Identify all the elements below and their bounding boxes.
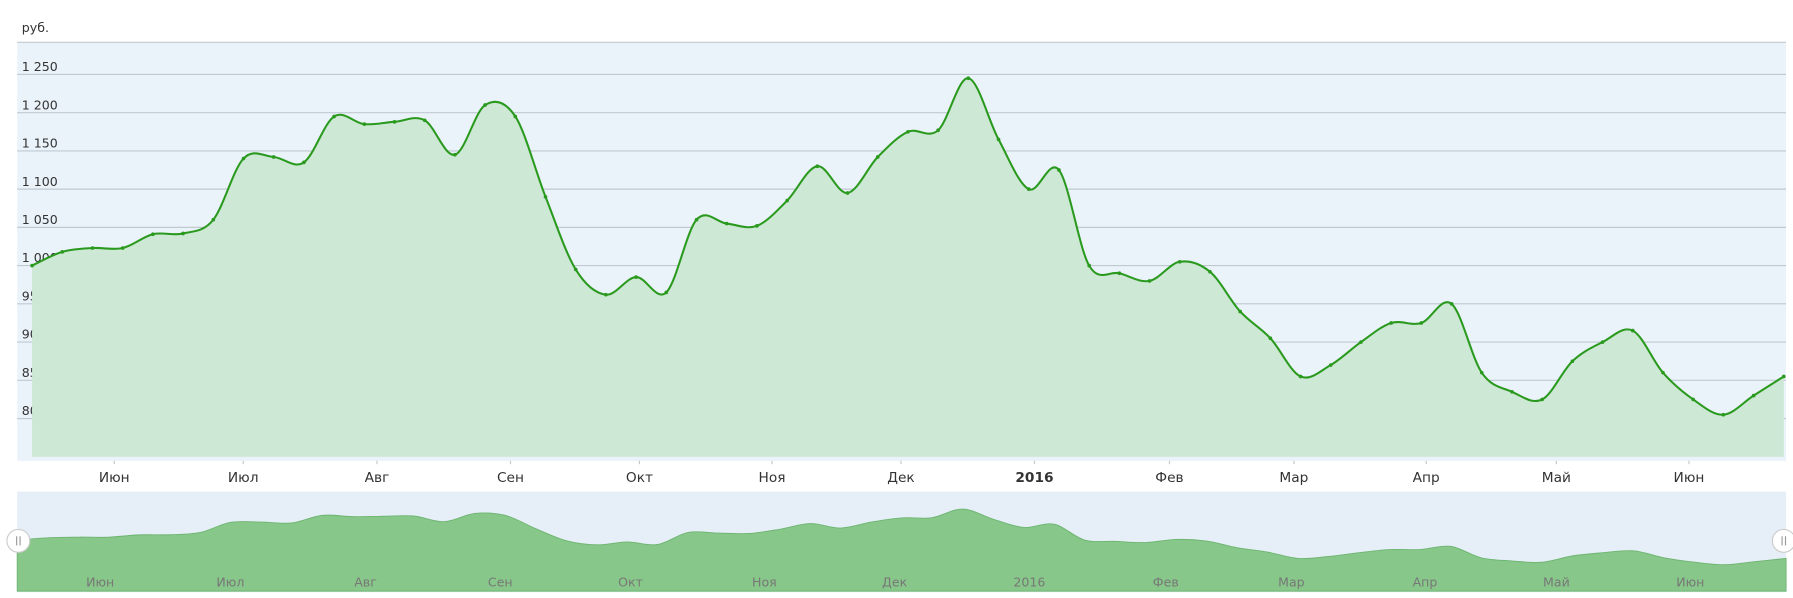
x-tick-label: Ноя [759,470,786,486]
x-tick-label: Июн [99,470,130,486]
navigator-area [16,508,1787,592]
point [1328,363,1333,367]
point [332,114,336,119]
point [724,221,729,226]
navigator: Июн Июл Авг Сен Окт Ноя Дек 2016 Фев Мар Апр Май Июн [6,508,1793,592]
point [1177,259,1182,264]
point [604,292,608,297]
y-tick-label: 1 050 [22,212,58,227]
point [1479,370,1484,375]
point [151,232,155,237]
navigator-tick-label: Июл [216,575,244,590]
point [1268,336,1273,341]
point [815,164,820,169]
point [422,118,427,123]
y-tick-label: 1 200 [22,97,58,112]
navigator-tick-label: Дек [882,575,908,590]
point [694,217,699,222]
x-tick-label: Мар [1279,470,1308,486]
point [1630,328,1635,333]
x-tick-label: Июн [1674,470,1705,486]
point [241,156,246,161]
navigator-tick-label: 2016 [1013,575,1045,590]
point [483,103,487,107]
point [1691,397,1696,402]
point [453,152,457,157]
navigator-tick-label: Сен [488,575,513,590]
point [1208,269,1212,274]
x-tick-label: Апр [1413,470,1440,486]
x-tick-label: Сен [497,470,524,486]
navigator-handle [1771,528,1793,553]
point [1359,340,1363,344]
point [1298,374,1303,379]
point [1510,389,1514,394]
x-tick-label: Окт [626,470,653,486]
point [271,155,276,159]
point [1147,279,1152,283]
y-axis-label: руб. [22,20,49,35]
point [755,224,759,228]
point [211,217,216,222]
point [392,120,397,124]
point [362,122,367,126]
x-tick-label: Дек [887,470,914,486]
point [513,114,518,119]
point [1661,370,1665,375]
point [1026,187,1031,191]
point [543,194,548,199]
point [664,290,669,295]
point [1087,263,1091,268]
point [1600,340,1605,344]
point [845,191,850,195]
navigator-tick-label: Окт [618,575,643,590]
point [120,246,125,250]
area-fill [32,78,1784,457]
x-tick-label: 2016 [1015,470,1053,486]
point [1540,397,1544,402]
navigator-tick-label: Апр [1413,575,1438,590]
x-tick-label: Фев [1155,470,1183,486]
point [1238,309,1242,314]
point [634,275,638,279]
y-tick-label: 1 150 [22,136,58,151]
point [966,76,971,81]
point [1751,393,1756,398]
navigator-tick-label: Авг [354,575,377,590]
x-tick-label: Июл [228,470,259,486]
point [60,250,65,254]
point [30,263,34,268]
x-tick-label: Авг [365,470,390,486]
navigator-handle [6,528,31,553]
navigator-tick-label: Мар [1278,575,1305,590]
navigator-tick-label: Фев [1153,575,1179,590]
y-tick-label: 1 250 [22,59,58,74]
point [1389,321,1393,325]
x-tick-label: Май [1542,470,1571,486]
point [573,267,578,272]
point [936,128,940,133]
point [90,246,95,250]
y-tick-label: 1 100 [22,174,58,189]
point [1570,359,1575,364]
navigator-tick-label: Июн [86,575,114,590]
navigator-tick-label: Май [1543,575,1570,590]
point [1419,321,1424,325]
point [1721,412,1726,417]
point [1117,271,1122,276]
point [996,137,1001,142]
point [875,155,880,159]
point [1449,302,1454,306]
point [1781,374,1786,379]
point [181,231,185,236]
point [785,198,789,203]
navigator-tick-label: Июн [1676,575,1704,590]
point [302,160,306,165]
navigator-tick-label: Ноя [752,575,777,590]
point [1057,168,1061,172]
point [906,129,910,134]
